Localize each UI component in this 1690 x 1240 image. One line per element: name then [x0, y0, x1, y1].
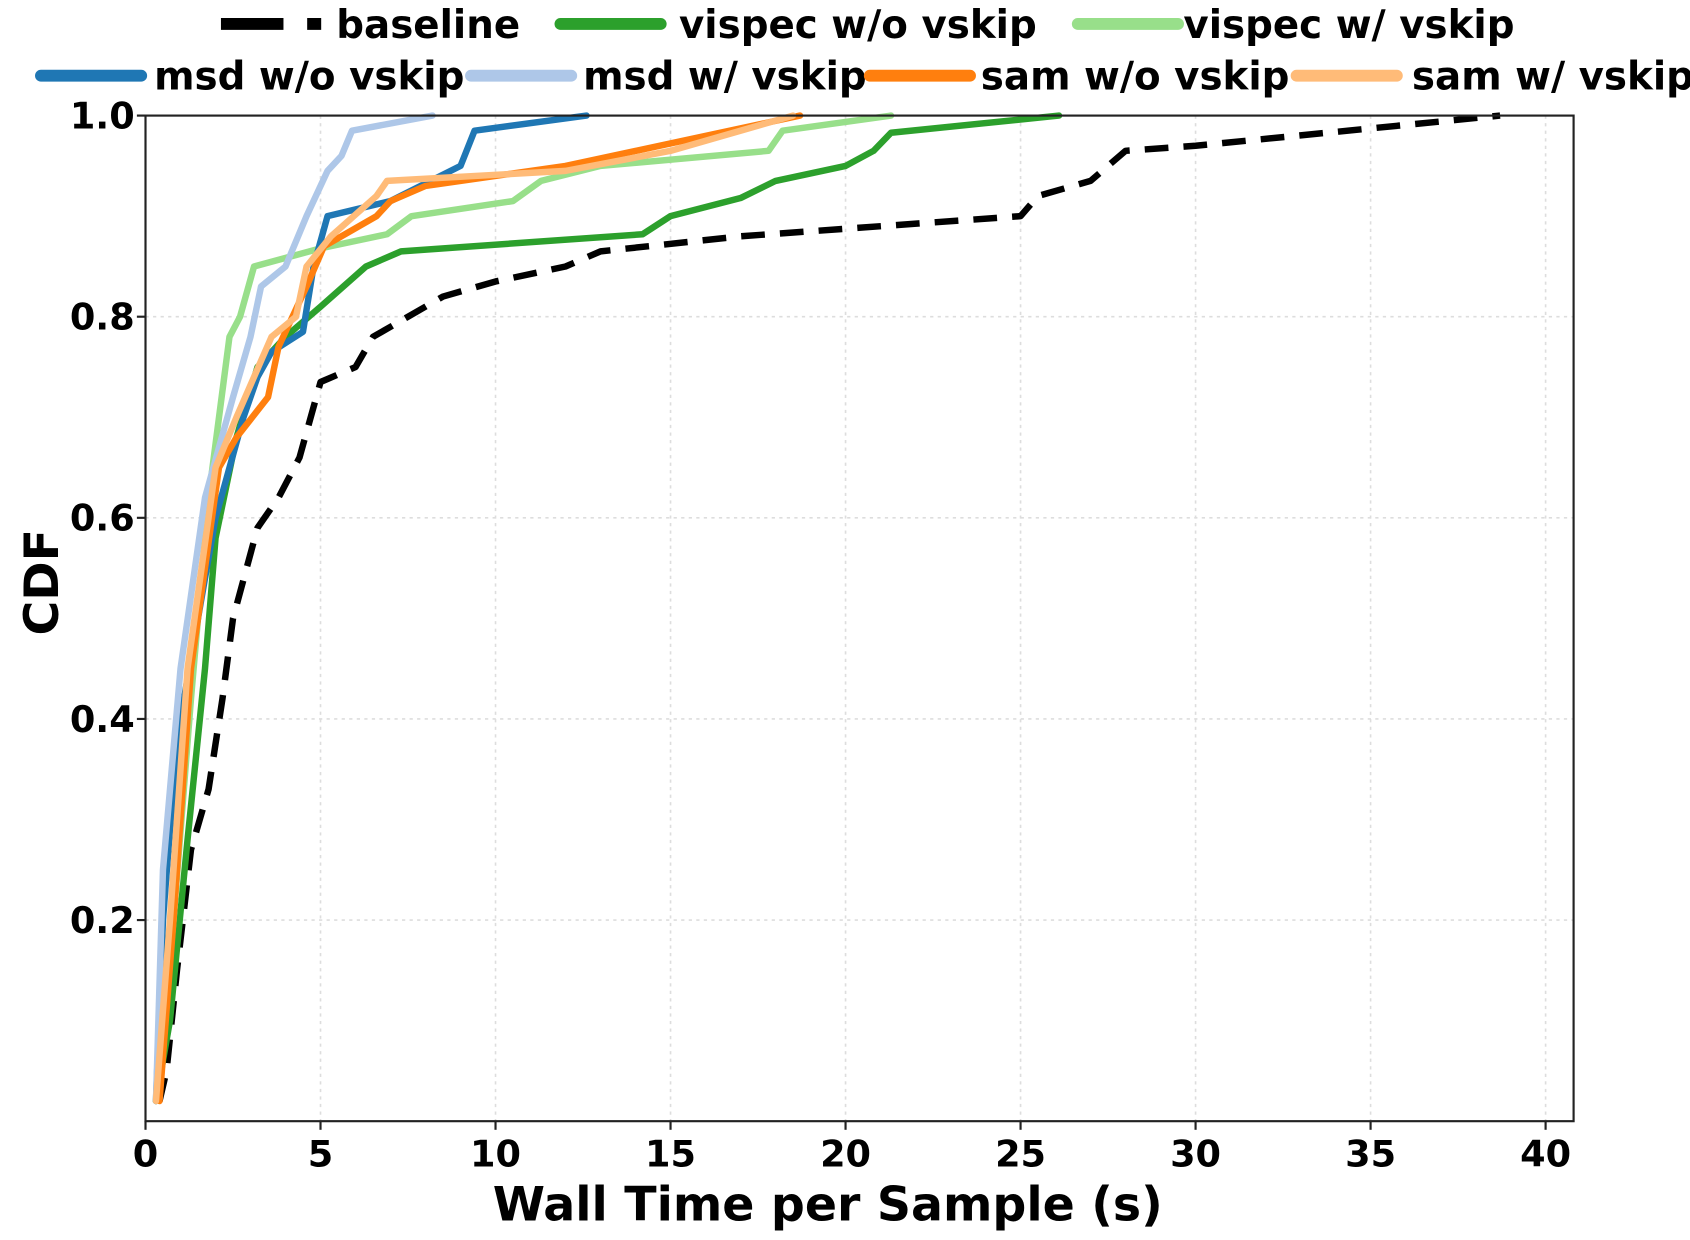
x-tick-label: 5 — [308, 1132, 333, 1175]
x-tick-label: 10 — [470, 1132, 521, 1175]
legend-label: sam w/o vskip — [981, 55, 1290, 100]
x-axis-ticks: 0 5 10 15 20 25 30 35 40 — [133, 1121, 1571, 1175]
legend-label: sam w/ vskip — [1412, 55, 1690, 100]
series-line-baseline — [156, 112, 1501, 1102]
legend-label: vispec w/ vskip — [1183, 3, 1514, 48]
x-tick-label: 35 — [1345, 1132, 1396, 1175]
x-tick-label: 30 — [1170, 1132, 1221, 1175]
legend-label: msd w/ vskip — [583, 55, 867, 100]
legend: baseline vispec w/o vskip vispec w/ vskip m… — [35, 3, 1690, 100]
series-line-sam-w-vskip — [152, 112, 797, 1105]
plot-frame — [144, 114, 1575, 1123]
grid — [144, 114, 1574, 1122]
series-lines — [152, 112, 1501, 1105]
x-tick-label: 40 — [1520, 1132, 1571, 1175]
x-tick-label: 25 — [995, 1132, 1046, 1175]
legend-label: vispec w/o vskip — [679, 3, 1037, 48]
y-tick-label: 0.2 — [70, 899, 135, 942]
series-line-vispec-w-o-vskip — [152, 112, 1063, 1105]
x-tick-label: 20 — [820, 1132, 871, 1175]
series-line-msd-w-vskip — [152, 112, 436, 1105]
x-axis-label: Wall Time per Sample (s) — [493, 1177, 1163, 1232]
y-axis-label: CDF — [15, 529, 70, 636]
y-axis-ticks: 0.2 0.4 0.6 0.8 1.0 — [70, 95, 146, 942]
y-tick-label: 0.4 — [70, 698, 135, 741]
y-tick-label: 0.8 — [70, 296, 135, 339]
legend-label: baseline — [336, 3, 520, 48]
series-line-vispec-w-vskip — [152, 112, 895, 1105]
y-tick-label: 1.0 — [70, 95, 135, 138]
legend-label: msd w/o vskip — [154, 55, 464, 100]
y-tick-label: 0.6 — [70, 497, 135, 540]
x-tick-label: 0 — [133, 1132, 158, 1175]
x-tick-label: 15 — [645, 1132, 696, 1175]
